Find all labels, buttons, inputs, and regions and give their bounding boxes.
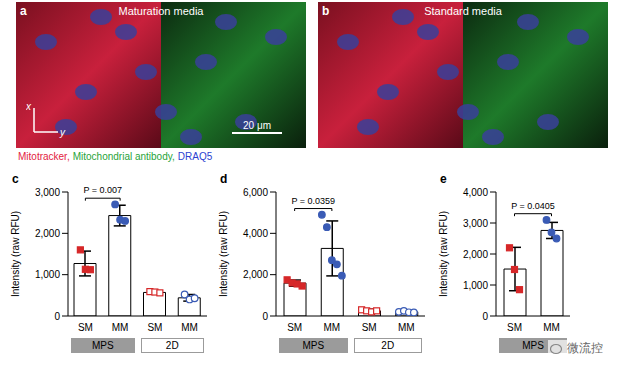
- svg-text:2,000: 2,000: [35, 228, 60, 239]
- svg-text:SM: SM: [507, 322, 522, 333]
- svg-text:Intensity (raw RFU): Intensity (raw RFU): [10, 211, 21, 297]
- svg-text:P = 0.0359: P = 0.0359: [291, 196, 335, 206]
- svg-text:P = 0.0405: P = 0.0405: [511, 201, 555, 211]
- svg-text:MM: MM: [543, 322, 560, 333]
- svg-text:SM: SM: [147, 322, 162, 333]
- svg-text:x: x: [26, 101, 32, 112]
- svg-text:P = 0.007: P = 0.007: [83, 185, 122, 195]
- svg-text:Intensity (raw RFU): Intensity (raw RFU): [218, 211, 229, 297]
- html-text:MPS: MPS: [522, 340, 544, 351]
- html-text:2D: 2D: [165, 340, 179, 351]
- svg-text:2,000: 2,000: [463, 249, 488, 260]
- html-text:Standard media: Standard media: [424, 5, 502, 17]
- html-text:c: c: [12, 172, 19, 186]
- html-text:MPS: MPS: [91, 340, 114, 351]
- svg-text:3,000: 3,000: [35, 187, 60, 198]
- svg-text:y: y: [59, 127, 66, 138]
- svg-text:6,000: 6,000: [243, 187, 268, 198]
- svg-text:MM: MM: [181, 322, 198, 333]
- svg-text:MM: MM: [324, 322, 341, 333]
- html-text:2D: 2D: [381, 340, 395, 351]
- svg-text:MM: MM: [112, 322, 129, 333]
- svg-text:4,000: 4,000: [463, 187, 488, 198]
- svg-text:MM: MM: [398, 322, 415, 333]
- svg-text:2,000: 2,000: [243, 269, 268, 280]
- svg-text:0: 0: [54, 311, 60, 322]
- svg-text:0: 0: [482, 311, 488, 322]
- html-text:Maturation media: Maturation media: [118, 5, 204, 17]
- svg-text:1,000: 1,000: [463, 280, 488, 291]
- svg-text:SM: SM: [78, 322, 93, 333]
- svg-text:Intensity (raw RFU): Intensity (raw RFU): [438, 211, 449, 297]
- html-text:d: d: [220, 172, 228, 186]
- svg-text:3,000: 3,000: [463, 218, 488, 229]
- svg-text:SM: SM: [362, 322, 377, 333]
- html-text:e: e: [440, 172, 447, 186]
- svg-text:1,000: 1,000: [35, 269, 60, 280]
- svg-text:0: 0: [262, 311, 268, 322]
- html-text:20 μm: 20 μm: [243, 120, 271, 131]
- html-text:MPS: MPS: [302, 340, 325, 351]
- svg-text:SM: SM: [287, 322, 302, 333]
- html-text:微流控: 微流控: [567, 341, 603, 355]
- html-text:Mitotracker, Mitochondrial ant: Mitotracker, Mitochondrial antibody, DRA…: [18, 151, 213, 162]
- html-text:b: b: [322, 4, 330, 18]
- svg-text:4,000: 4,000: [243, 228, 268, 239]
- html-text:a: a: [20, 4, 27, 18]
